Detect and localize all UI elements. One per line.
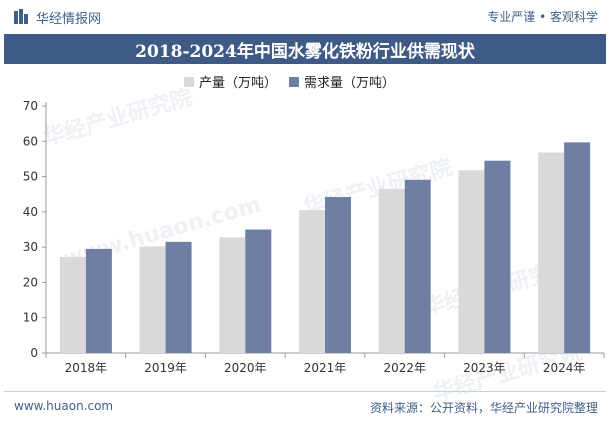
x-tick-label: 2019年 xyxy=(144,361,187,375)
legend-swatch-demand xyxy=(289,76,300,87)
x-tick-label: 2023年 xyxy=(463,361,506,375)
x-tick-label: 2020年 xyxy=(224,361,267,375)
y-tick-label: 40 xyxy=(23,205,38,219)
bar-production xyxy=(219,237,246,353)
bar-demand xyxy=(165,241,192,353)
bar-demand xyxy=(325,197,351,353)
y-tick-label: 10 xyxy=(23,311,38,325)
y-tick-label: 20 xyxy=(23,275,38,289)
bar-demand xyxy=(85,248,112,353)
legend-item-production: 产量（万吨） xyxy=(184,72,277,91)
y-tick-label: 60 xyxy=(23,134,38,148)
footer-url: www.huaon.com xyxy=(14,399,114,413)
legend-swatch-production xyxy=(184,76,194,87)
bar-demand xyxy=(245,229,272,353)
bar-production xyxy=(139,246,166,353)
chart-legend: 产量（万吨） 需求量（万吨） xyxy=(184,72,407,91)
bar-production xyxy=(538,152,565,353)
chart-title: 2018-2024年中国水雾化铁粉行业供需现状 xyxy=(135,41,475,62)
brand-name: 华经情报网 xyxy=(36,12,102,27)
x-tick-label: 2021年 xyxy=(304,361,347,375)
brand-slogan: 专业严谨 • 客观科学 xyxy=(487,10,598,24)
bar-logo-icon xyxy=(14,9,28,24)
legend-label-production: 产量（万吨） xyxy=(199,76,278,91)
legend-label-demand: 需求量（万吨） xyxy=(304,76,396,91)
y-tick-label: 30 xyxy=(23,240,38,254)
footer-divider xyxy=(4,391,606,392)
bar-production xyxy=(59,257,86,353)
bar-demand xyxy=(404,179,431,353)
y-tick-label: 70 xyxy=(23,99,38,113)
top-bar: 华经情报网 专业严谨 • 客观科学 xyxy=(0,0,610,34)
footer-source: 资料来源：公开资料，华经产业研究院整理 xyxy=(369,401,598,415)
x-tick-label: 2022年 xyxy=(383,361,426,375)
bar-demand xyxy=(484,160,511,353)
x-tick-label: 2024年 xyxy=(543,361,586,375)
y-tick-label: 0 xyxy=(30,346,38,360)
y-tick-label: 50 xyxy=(23,170,38,184)
bar-production xyxy=(378,188,405,353)
bar-production xyxy=(299,210,325,353)
legend-item-demand: 需求量（万吨） xyxy=(289,72,395,91)
x-tick-label: 2018年 xyxy=(65,361,108,375)
bar-production xyxy=(458,170,485,353)
bar-demand xyxy=(564,142,591,353)
chart-title-band: 2018-2024年中国水雾化铁粉行业供需现状 xyxy=(4,34,606,64)
